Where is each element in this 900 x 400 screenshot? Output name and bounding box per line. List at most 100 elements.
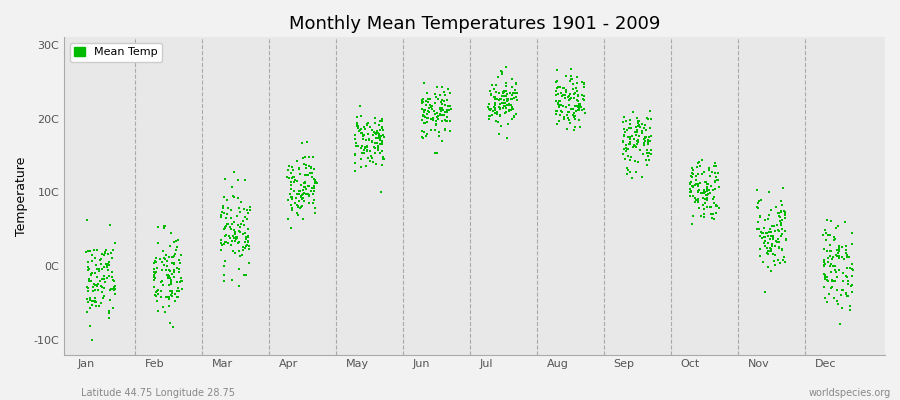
Point [429,110,444,116]
Point [85,298,99,304]
Point [824,253,838,259]
Point [618,118,633,124]
Point [376,132,391,138]
Point [495,69,509,75]
Point [428,126,443,133]
Point [617,156,632,162]
Point [96,252,111,258]
Point [562,93,576,100]
Point [708,174,723,180]
Point [90,247,104,253]
Point [231,177,246,184]
Point [161,271,176,278]
Point [691,160,706,166]
Point [818,236,832,243]
Point [830,274,844,280]
Point [243,207,257,214]
Point [231,240,246,246]
Point [356,132,370,139]
Point [764,248,778,254]
Point [298,153,312,160]
Point [220,220,234,227]
Point [442,107,456,114]
Point [504,102,518,108]
Point [641,140,655,147]
Point [155,259,169,266]
Point [161,303,176,309]
Point [818,274,832,280]
Point [766,233,780,240]
Point [576,96,590,103]
Point [704,204,718,210]
Point [825,276,840,283]
Point [570,102,584,109]
Point [686,166,700,173]
Point [628,157,643,164]
Point [840,252,854,258]
Point [548,108,562,114]
Point [500,64,514,70]
Point [416,96,430,102]
Point [832,243,847,249]
Point [302,199,316,206]
Point [295,203,310,209]
Point [497,100,511,106]
Point [824,268,839,275]
Point [549,92,563,98]
Point [839,290,853,296]
Point [156,248,170,254]
Point [777,254,791,260]
Point [307,187,321,194]
Point [104,286,118,292]
Point [230,234,244,240]
Point [686,183,700,190]
Point [502,101,517,107]
Point [162,274,176,281]
Point [225,220,239,227]
Point [500,96,515,102]
Point [817,246,832,252]
Point [293,181,308,188]
Point [709,176,724,183]
Point [365,159,380,165]
Point [160,272,175,278]
Point [347,168,362,174]
Point [416,98,430,105]
Point [169,279,184,285]
Point [89,281,104,288]
Point [622,141,636,148]
Point [353,103,367,109]
Point [375,141,390,147]
Point [307,185,321,191]
Point [217,241,231,248]
Point [367,140,382,146]
Point [160,274,175,280]
Point [621,146,635,152]
Point [284,179,299,185]
Point [226,193,240,199]
Point [162,272,176,279]
Point [768,243,782,249]
Point [97,248,112,255]
Point [422,104,436,111]
Point [562,102,576,108]
Point [86,247,101,253]
Point [490,118,504,124]
Point [283,191,297,198]
Point [81,259,95,266]
Point [284,186,298,192]
Point [830,247,844,253]
Point [557,95,572,101]
Point [238,214,252,220]
Point [171,269,185,275]
Point [487,94,501,100]
Point [163,268,177,274]
Point [81,299,95,305]
Point [771,210,786,216]
Point [158,222,172,229]
Point [105,286,120,292]
Point [360,148,374,154]
Point [233,228,248,235]
Point [297,172,311,178]
Point [307,165,321,172]
